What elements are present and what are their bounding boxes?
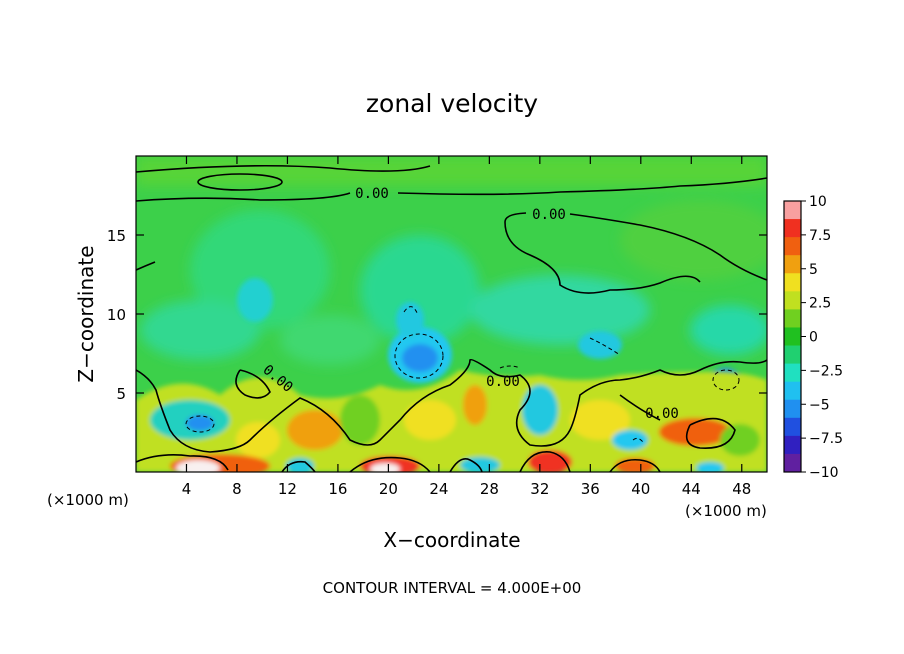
- x-tick-label: 36: [581, 480, 600, 498]
- plot-area: [136, 156, 767, 472]
- x-tick-label: 24: [429, 480, 448, 498]
- x-tick-label: 16: [328, 480, 347, 498]
- colorbar: 10 7.5 5 2.5 0 −2.5 −5 −7.5 −10: [783, 194, 843, 481]
- colorbar-swatch: [784, 291, 801, 310]
- colorbar-swatch: [784, 327, 801, 347]
- colorbar-tick-label: 2.5: [809, 296, 831, 312]
- y-tick-label: 5: [116, 385, 126, 403]
- y-tick-label: 10: [107, 306, 126, 324]
- field-upper-variations: [136, 156, 767, 365]
- zero-contours: [136, 164, 767, 472]
- contour-label: 0.00: [486, 374, 520, 390]
- x-axis: 4 8 12 16 20 24 28 32 36 40 44 48: [182, 156, 751, 498]
- contour-label: 0.00: [532, 207, 566, 223]
- colorbar-swatch: [784, 237, 801, 256]
- y-axis-label: Z−coordinate: [74, 245, 98, 382]
- contour-label: 0.00: [645, 406, 679, 422]
- contour-interval-note: CONTOUR INTERVAL = 4.000E+00: [323, 579, 582, 597]
- colorbar-tick-label: −5: [809, 397, 830, 413]
- colorbar-tick-label: −2.5: [809, 363, 843, 379]
- colorbar-swatch: [784, 201, 801, 220]
- colorbar-swatch: [784, 309, 801, 328]
- colorbar-swatch: [784, 453, 801, 473]
- colorbar-swatch: [784, 435, 801, 455]
- colorbar-swatch: [784, 399, 801, 419]
- colorbar-tick-label: 7.5: [809, 228, 831, 244]
- negative-contours: [185, 306, 740, 443]
- colorbar-swatch: [784, 417, 801, 437]
- x-tick-label: 4: [182, 480, 192, 498]
- x-tick-label: 12: [278, 480, 297, 498]
- chart-title: zonal velocity: [366, 89, 538, 118]
- x-tick-label: 8: [232, 480, 242, 498]
- x-tick-label: 40: [631, 480, 650, 498]
- colorbar-tick-label: −7.5: [809, 431, 843, 447]
- colorbar-tick-label: 10: [809, 194, 827, 210]
- contour-label: 0.00: [355, 186, 389, 202]
- colorbar-swatch: [784, 273, 801, 292]
- colorbar-swatch: [784, 363, 801, 383]
- x-axis-label: X−coordinate: [383, 528, 520, 552]
- x-unit-left: (×1000 m): [47, 491, 129, 509]
- y-axis: 5 10 15: [107, 227, 767, 403]
- x-tick-label: 32: [530, 480, 549, 498]
- colorbar-swatch: [784, 219, 801, 238]
- x-tick-label: 44: [682, 480, 701, 498]
- x-tick-label: 28: [480, 480, 499, 498]
- colorbar-tick-label: −10: [809, 465, 839, 481]
- colorbar-swatch: [784, 345, 801, 365]
- x-tick-label: 20: [379, 480, 398, 498]
- x-unit-right: (×1000 m): [685, 502, 767, 520]
- x-tick-label: 48: [732, 480, 751, 498]
- colorbar-swatch: [784, 381, 801, 401]
- colorbar-swatch: [784, 255, 801, 274]
- colorbar-tick-label: 5: [809, 262, 818, 278]
- colorbar-tick-label: 0: [809, 330, 818, 346]
- y-tick-label: 15: [107, 227, 126, 245]
